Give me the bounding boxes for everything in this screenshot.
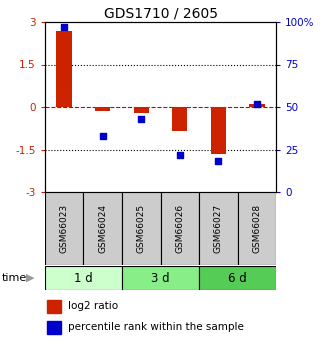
Bar xyxy=(83,192,122,265)
Bar xyxy=(45,266,122,290)
Text: GSM66024: GSM66024 xyxy=(98,204,107,253)
Text: GSM66023: GSM66023 xyxy=(60,204,69,253)
Title: GDS1710 / 2605: GDS1710 / 2605 xyxy=(103,7,218,21)
Point xyxy=(139,116,144,122)
Bar xyxy=(95,107,110,111)
Bar xyxy=(122,192,160,265)
Bar xyxy=(134,107,149,113)
Text: GSM66028: GSM66028 xyxy=(252,204,261,253)
Bar xyxy=(172,107,187,131)
Bar xyxy=(122,266,199,290)
Point xyxy=(100,133,105,139)
Point xyxy=(254,101,259,106)
Text: GSM66027: GSM66027 xyxy=(214,204,223,253)
Point xyxy=(216,159,221,164)
Text: 3 d: 3 d xyxy=(151,272,170,285)
Text: ▶: ▶ xyxy=(26,273,35,283)
Text: 1 d: 1 d xyxy=(74,272,93,285)
Bar xyxy=(47,300,61,313)
Text: log2 ratio: log2 ratio xyxy=(68,301,118,311)
Bar xyxy=(47,321,61,334)
Bar xyxy=(211,107,226,154)
Bar xyxy=(160,192,199,265)
Point xyxy=(177,152,182,157)
Text: percentile rank within the sample: percentile rank within the sample xyxy=(68,322,244,332)
Point xyxy=(62,24,67,30)
Bar xyxy=(249,104,265,107)
Text: time: time xyxy=(2,273,27,283)
Bar xyxy=(45,192,83,265)
Bar xyxy=(199,266,276,290)
Bar xyxy=(56,30,72,107)
Bar xyxy=(199,192,238,265)
Text: GSM66026: GSM66026 xyxy=(175,204,184,253)
Text: GSM66025: GSM66025 xyxy=(137,204,146,253)
Bar xyxy=(238,192,276,265)
Text: 6 d: 6 d xyxy=(228,272,247,285)
